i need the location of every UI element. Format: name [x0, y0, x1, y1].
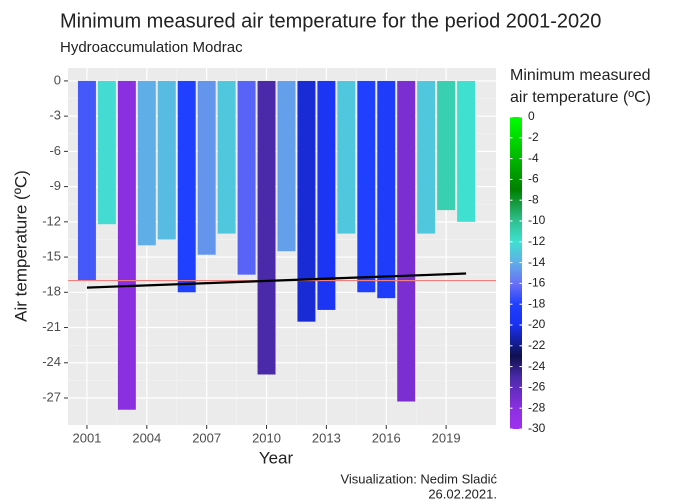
colorbar-tick-label: -24 — [528, 359, 546, 373]
x-tick-label: 2004 — [132, 430, 161, 445]
bar — [377, 80, 396, 299]
colorbar-title: Minimum measured — [510, 67, 650, 84]
x-tick-label: 2013 — [312, 430, 341, 445]
bar — [217, 80, 236, 234]
bar — [137, 80, 156, 246]
bar — [337, 80, 356, 234]
y-tick-label: -18 — [42, 284, 61, 299]
colorbar-tick-label: -8 — [528, 192, 539, 206]
x-tick-label: 2019 — [432, 430, 461, 445]
x-axis-label: Year — [259, 448, 294, 467]
bar — [457, 80, 476, 222]
bar — [177, 80, 196, 293]
trend-line — [86, 272, 467, 289]
y-tick-label: -27 — [42, 389, 61, 404]
caption: 26.02.2021. — [428, 486, 497, 501]
colorbar — [510, 117, 522, 429]
y-tick-label: -3 — [49, 108, 61, 123]
bar — [257, 80, 276, 375]
chart-title: Minimum measured air temperature for the… — [60, 10, 601, 32]
bar — [357, 80, 376, 293]
colorbar-tick-label: -2 — [528, 130, 539, 144]
y-tick-label: -24 — [42, 354, 61, 369]
chart-subtitle: Hydroaccumulation Modrac — [60, 39, 243, 56]
caption: Visualization: Nedim Sladić — [340, 471, 497, 486]
y-tick-label: -12 — [42, 213, 61, 228]
bar — [397, 80, 416, 402]
x-tick-label: 2016 — [372, 430, 401, 445]
bar — [297, 80, 316, 322]
y-tick-label: 0 — [54, 72, 61, 87]
colorbar-tick-label: -26 — [528, 380, 546, 394]
y-tick-label: -15 — [42, 249, 61, 264]
colorbar-tick-label: -12 — [528, 234, 546, 248]
bar — [77, 80, 96, 281]
colorbar-tick-label: -22 — [528, 338, 546, 352]
colorbar-tick-label: -16 — [528, 276, 546, 290]
colorbar-tick-label: -20 — [528, 317, 546, 331]
bar — [117, 80, 136, 410]
bar — [277, 80, 296, 252]
bar — [157, 80, 176, 240]
y-axis-label: Air temperature (ºC) — [11, 170, 30, 322]
y-tick-label: -6 — [49, 143, 61, 158]
bar — [97, 80, 116, 225]
y-tick-label: -9 — [49, 178, 61, 193]
colorbar-tick-label: 0 — [528, 109, 535, 123]
bar — [317, 80, 336, 310]
bar — [417, 80, 436, 234]
bar — [237, 80, 256, 275]
x-tick-label: 2001 — [72, 430, 101, 445]
colorbar-tick-label: -6 — [528, 172, 539, 186]
colorbar-title: air temperature (ºC) — [510, 89, 651, 106]
colorbar-tick-label: -28 — [528, 400, 546, 414]
colorbar-tick-label: -18 — [528, 296, 546, 310]
colorbar-tick-label: -14 — [528, 255, 546, 269]
y-tick-label: -21 — [42, 319, 61, 334]
x-tick-label: 2010 — [252, 430, 281, 445]
colorbar-tick-label: -10 — [528, 213, 546, 227]
colorbar-tick-label: -4 — [528, 151, 539, 165]
colorbar-tick-label: -30 — [528, 421, 546, 435]
x-tick-label: 2007 — [192, 430, 221, 445]
bar — [197, 80, 216, 255]
bar — [437, 80, 456, 211]
